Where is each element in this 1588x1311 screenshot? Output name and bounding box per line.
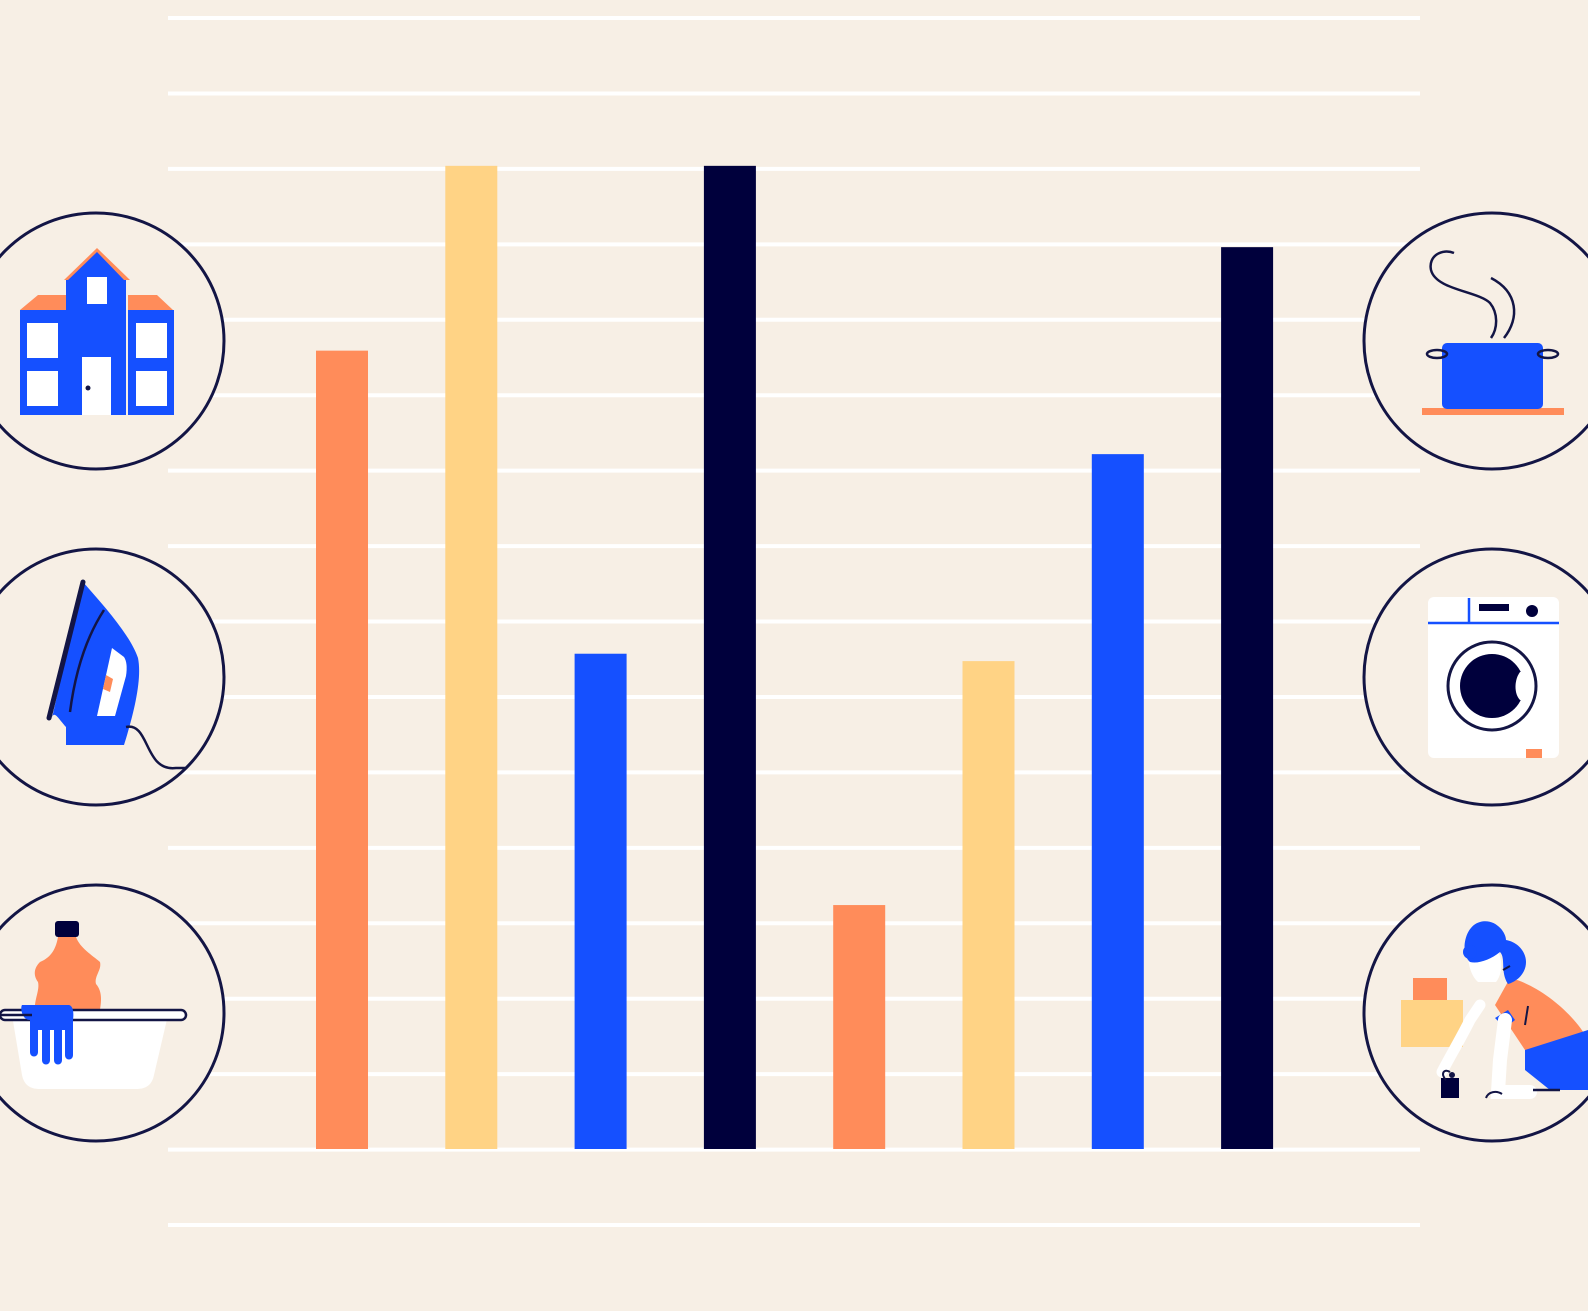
hand-washing-basin-icon bbox=[0, 883, 226, 1143]
bar-7 bbox=[1091, 454, 1144, 1149]
bar-4 bbox=[703, 165, 756, 1149]
bar-3 bbox=[574, 653, 627, 1149]
washing-machine-icon bbox=[1362, 547, 1588, 807]
clothes-iron-icon bbox=[0, 547, 226, 807]
bar-1 bbox=[316, 350, 368, 1149]
bar-6 bbox=[962, 661, 1015, 1149]
bar-5 bbox=[833, 905, 886, 1149]
bar-8 bbox=[1221, 247, 1274, 1149]
person-packing-boxes-icon bbox=[1362, 883, 1588, 1143]
gridlines bbox=[168, 16, 1420, 1227]
steaming-pot-icon bbox=[1362, 211, 1588, 471]
bars bbox=[316, 165, 1274, 1149]
house-icon bbox=[0, 211, 226, 471]
bar-2 bbox=[445, 165, 498, 1149]
